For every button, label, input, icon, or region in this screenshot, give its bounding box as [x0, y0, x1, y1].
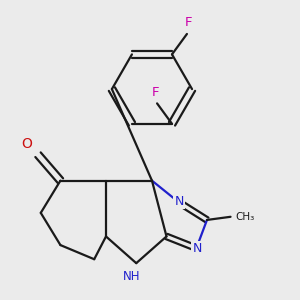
Text: N: N — [193, 242, 202, 255]
Text: O: O — [22, 137, 32, 151]
Text: CH₃: CH₃ — [236, 212, 255, 222]
Text: NH: NH — [123, 270, 140, 284]
Text: N: N — [174, 195, 184, 208]
Text: F: F — [185, 16, 193, 29]
Text: F: F — [152, 86, 159, 99]
